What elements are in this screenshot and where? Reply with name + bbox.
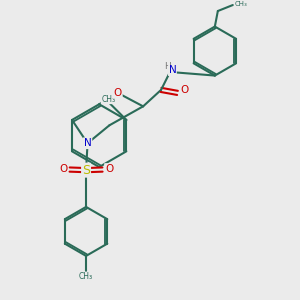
Text: O: O <box>114 88 122 98</box>
Text: N: N <box>169 65 176 76</box>
Text: CH₃: CH₃ <box>101 94 116 103</box>
Text: O: O <box>59 164 67 174</box>
Text: H: H <box>164 62 171 71</box>
Text: N: N <box>84 138 92 148</box>
Text: S: S <box>82 164 90 177</box>
Text: CH₃: CH₃ <box>79 272 93 281</box>
Text: O: O <box>180 85 188 95</box>
Text: CH₃: CH₃ <box>235 1 247 7</box>
Text: O: O <box>105 164 113 174</box>
